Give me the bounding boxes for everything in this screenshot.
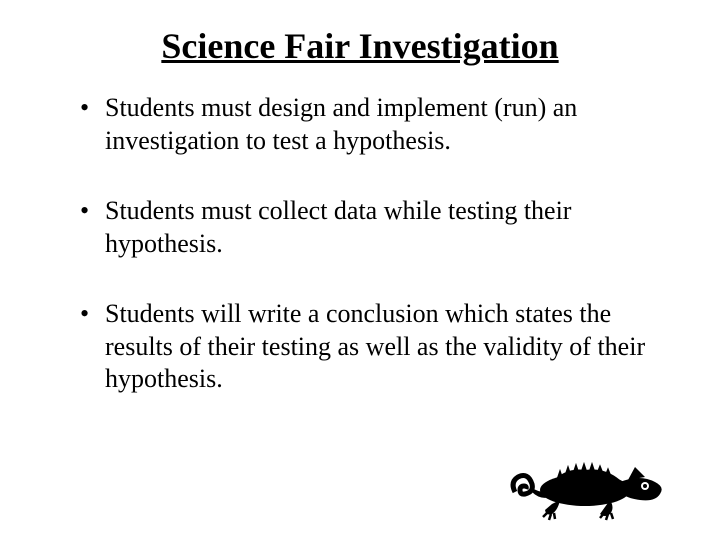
bullet-list: Students must design and implement (run)… xyxy=(60,92,660,396)
list-item: Students must collect data while testing… xyxy=(80,195,660,260)
lizard-icon xyxy=(510,452,675,522)
list-item: Students will write a conclusion which s… xyxy=(80,298,660,396)
list-item: Students must design and implement (run)… xyxy=(80,92,660,157)
page-title: Science Fair Investigation xyxy=(60,25,660,67)
